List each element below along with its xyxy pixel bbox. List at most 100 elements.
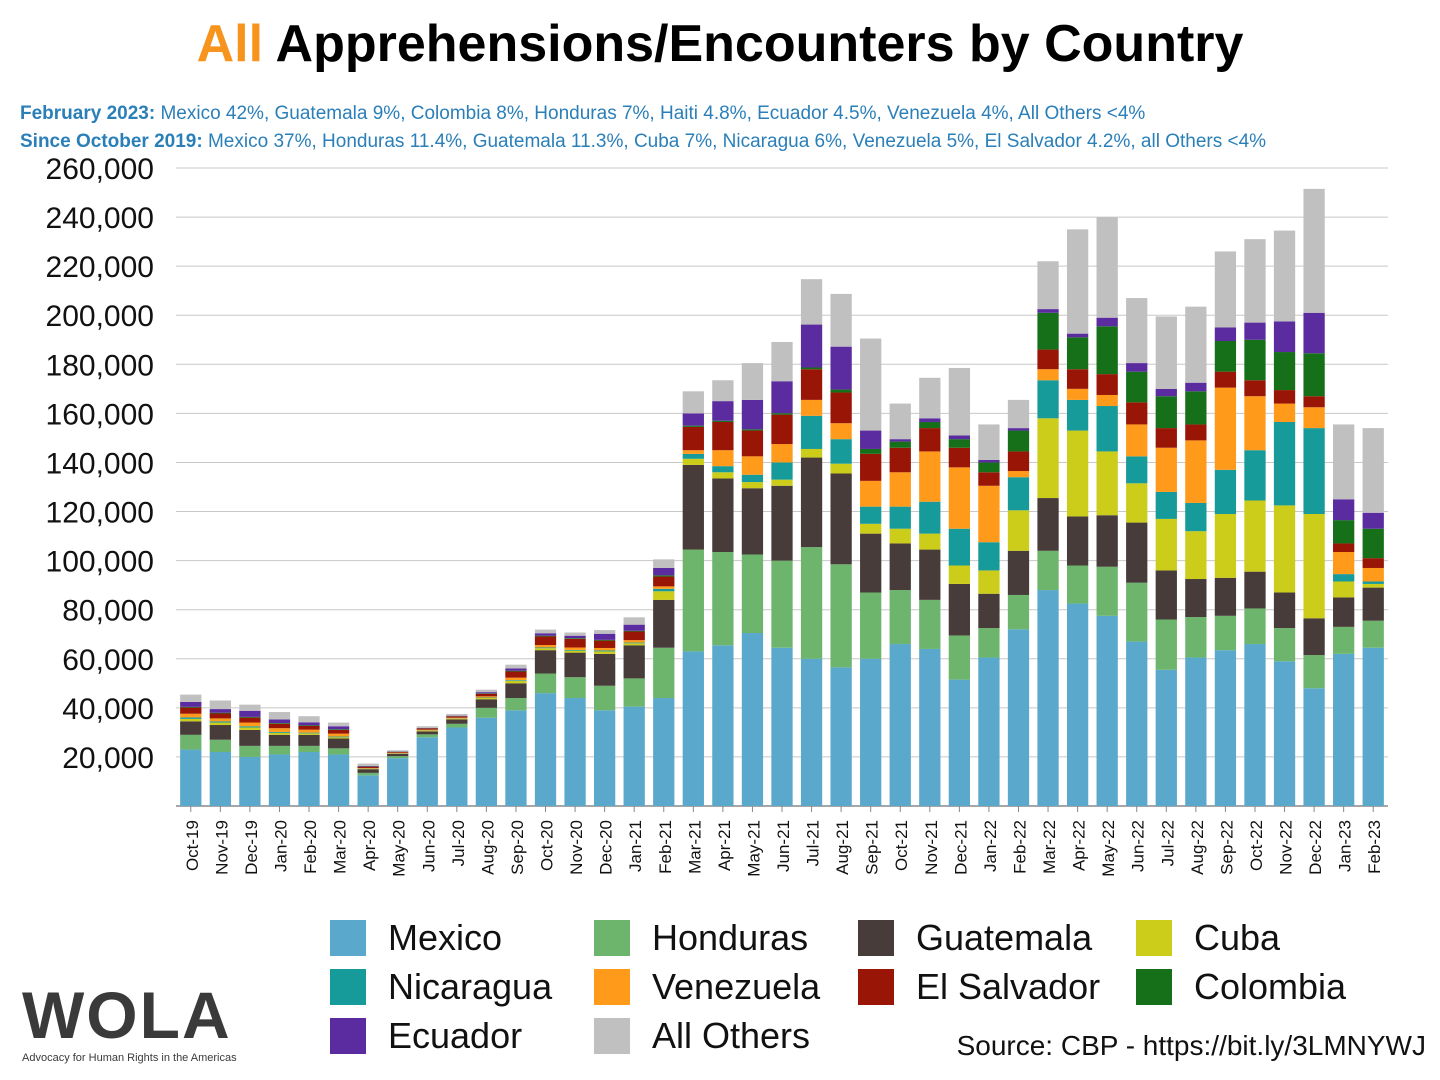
bar-segment-mexico: [505, 710, 527, 806]
bar-segment-ecuador: [1333, 499, 1355, 521]
bar-segment-honduras: [1333, 626, 1355, 654]
bar-segment-nicaragua: [180, 717, 202, 719]
x-tick-label: Aug-20: [478, 820, 497, 875]
bar-segment-nicaragua: [830, 439, 852, 464]
bar-segment-ecuador: [239, 710, 261, 717]
x-tick-label: Nov-22: [1277, 820, 1296, 875]
bar-segment-cuba: [830, 463, 852, 474]
bar-segment-mexico: [1066, 603, 1089, 806]
bar-segment-cuba: [653, 591, 675, 600]
bar-segment-venezuela: [1244, 396, 1266, 451]
bar-segment-guatemala: [1066, 516, 1089, 566]
bar-segment-honduras: [1126, 582, 1148, 642]
bar-segment-all-others: [1096, 217, 1118, 318]
bar-segment-guatemala: [1007, 550, 1030, 595]
bar-segment-colombia: [1037, 312, 1059, 350]
bar-segment-el-salvador: [653, 576, 675, 587]
bar-segment-mexico: [1214, 650, 1237, 806]
bar-segment-cuba: [712, 472, 734, 479]
bar-segment-venezuela: [505, 677, 527, 681]
bar-segment-guatemala: [712, 478, 734, 553]
bar-segment-honduras: [475, 707, 498, 718]
bar-segment-all-others: [948, 367, 971, 436]
bar-segment-ecuador: [1066, 333, 1089, 338]
bar-segment-all-others: [209, 700, 231, 710]
bar-segment-cuba: [623, 643, 645, 646]
bar-segment-nicaragua: [653, 588, 675, 592]
x-tick-label: Dec-20: [597, 820, 616, 875]
bar-segment-nicaragua: [209, 721, 231, 723]
bar-segment-nicaragua: [1273, 421, 1296, 506]
bar-segment-colombia: [1333, 520, 1355, 544]
x-tick-label: Sep-20: [508, 820, 527, 875]
bar-segment-mexico: [1273, 661, 1296, 806]
bar-segment-el-salvador: [475, 693, 498, 697]
bar-segment-mexico: [948, 679, 971, 806]
bar-segment-colombia: [534, 635, 557, 637]
bar-segment-honduras: [771, 560, 793, 648]
bar-segment-cuba: [1007, 510, 1030, 551]
bar-segment-venezuela: [1007, 471, 1030, 478]
bar-segment-guatemala: [416, 731, 438, 735]
x-tick-label: Dec-21: [951, 820, 970, 875]
bar-segment-guatemala: [771, 485, 793, 561]
bar-segment-el-salvador: [1066, 369, 1089, 389]
bar-segment-cuba: [268, 732, 291, 735]
x-tick-label: Feb-23: [1365, 820, 1384, 874]
y-tick-label: 120,000: [46, 497, 154, 530]
legend-swatch: [594, 1018, 630, 1054]
bar-segment-el-salvador: [1362, 558, 1384, 568]
bar-segment-nicaragua: [1126, 456, 1148, 484]
bar-segment-el-salvador: [800, 369, 823, 400]
bar-segment-cuba: [239, 727, 261, 730]
bar-segment-venezuela: [623, 640, 645, 643]
bar-segment-ecuador: [505, 668, 527, 671]
bar-segment-guatemala: [1303, 618, 1325, 656]
bar-segment-mexico: [1126, 641, 1148, 806]
bar-segment-cuba: [1096, 451, 1118, 516]
bar-segment-cuba: [446, 718, 468, 720]
bar-segment-cuba: [1185, 531, 1207, 580]
bar-segment-honduras: [268, 745, 291, 755]
bar-segment-nicaragua: [1155, 491, 1177, 519]
legend-swatch: [594, 969, 630, 1005]
bar-segment-honduras: [1273, 628, 1296, 662]
bar-segment-el-salvador: [180, 707, 202, 714]
bar-segment-honduras: [712, 552, 734, 646]
x-tick-label: Jul-22: [1158, 820, 1177, 866]
title-rest: Apprehensions/Encounters by Country: [263, 15, 1244, 73]
bar-segment-guatemala: [1244, 571, 1266, 609]
bar-segment-nicaragua: [948, 528, 971, 566]
bar-segment-colombia: [593, 639, 616, 641]
bar-segment-colombia: [919, 421, 941, 429]
bar-segment-venezuela: [682, 450, 704, 454]
bar-segment-el-salvador: [564, 638, 586, 648]
bar-segment-colombia: [1214, 340, 1237, 372]
bar-segment-honduras: [1037, 550, 1059, 591]
bar-segment-el-salvador: [948, 447, 971, 468]
bar-segment-venezuela: [712, 450, 734, 467]
y-tick-label: 60,000: [62, 644, 154, 677]
bar-segment-all-others: [1273, 230, 1296, 322]
bar-segment-el-salvador: [593, 640, 616, 648]
bar-segment-nicaragua: [327, 736, 350, 738]
bar-segment-ecuador: [653, 567, 675, 576]
bar-segment-mexico: [180, 749, 202, 806]
bar-segment-venezuela: [1185, 440, 1207, 503]
bar-segment-colombia: [239, 716, 261, 718]
bar-segment-guatemala: [919, 549, 941, 600]
x-tick-label: Dec-19: [242, 820, 261, 875]
bar-segment-venezuela: [830, 423, 852, 440]
bar-segment-colombia: [800, 367, 823, 370]
bar-segment-venezuela: [860, 480, 882, 507]
bar-segment-guatemala: [239, 729, 261, 746]
wola-logo: WOLA Advocacy for Human Rights in the Am…: [22, 982, 272, 1064]
bar-segment-ecuador: [298, 722, 320, 726]
bar-segment-nicaragua: [1244, 450, 1266, 501]
bar-segment-honduras: [653, 647, 675, 699]
x-tick-label: Nov-20: [567, 820, 586, 875]
bar-segment-guatemala: [475, 699, 498, 708]
bar-segment-ecuador: [593, 633, 616, 640]
bar-segment-ecuador: [475, 692, 498, 694]
x-tick-label: Jan-20: [271, 820, 290, 872]
